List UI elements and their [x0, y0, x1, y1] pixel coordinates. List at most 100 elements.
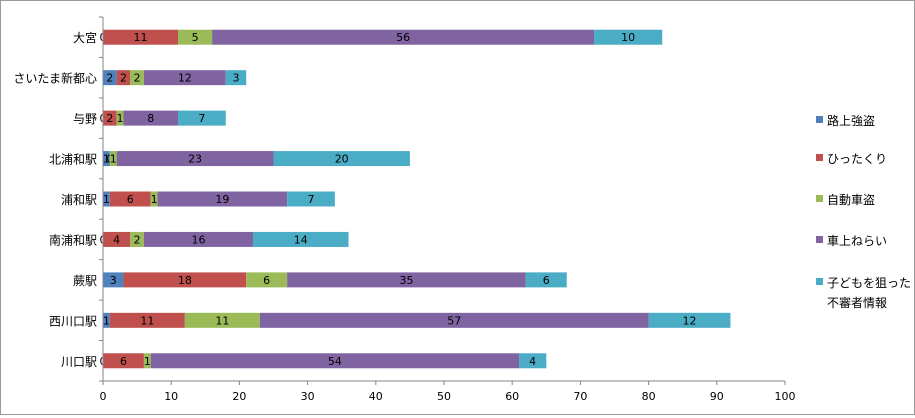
bar-segment [116, 151, 274, 167]
bar-segment [130, 231, 144, 247]
data-label: 1 [103, 314, 110, 327]
x-tick-label: 50 [437, 390, 451, 403]
bar-segment [648, 312, 731, 328]
data-label: 12 [683, 314, 697, 327]
data-label: 8 [147, 112, 154, 125]
bar-segment [287, 272, 526, 288]
data-label: 19 [215, 193, 229, 206]
x-tick-label: 40 [369, 390, 383, 403]
bar-segment [225, 70, 247, 86]
bar-segment [184, 312, 260, 328]
bar-segment [103, 110, 117, 126]
x-tick-label: 60 [505, 390, 519, 403]
bar-segment [103, 353, 144, 369]
data-label: 23 [188, 153, 202, 166]
bar-segment [103, 312, 110, 328]
data-label: 4 [529, 355, 536, 368]
data-label: 14 [294, 233, 308, 246]
bar-segment [253, 231, 349, 247]
legend-label: 車上ねらい [827, 234, 887, 248]
data-label: 18 [178, 274, 192, 287]
bar-segment [123, 272, 247, 288]
data-label: 54 [328, 355, 342, 368]
bar-segment [287, 191, 335, 207]
bar-segment [109, 151, 117, 167]
data-label: 3 [110, 274, 117, 287]
data-label: 16 [191, 233, 205, 246]
legend-label-line: 不審者情報 [827, 295, 887, 310]
data-label: 56 [396, 31, 410, 44]
data-label: 6 [120, 355, 127, 368]
data-label: 6 [263, 274, 270, 287]
bar-segment [525, 272, 567, 288]
data-label: 1 [103, 193, 110, 206]
data-label: 20 [335, 153, 349, 166]
category-label: さいたま新都心 [13, 71, 97, 86]
data-label: 2 [106, 112, 113, 125]
data-label: 1 [151, 193, 158, 206]
data-label: 1 [117, 112, 124, 125]
data-label: 11 [215, 314, 229, 327]
bar-segment [103, 70, 117, 86]
category-label: 蕨駅 [73, 274, 97, 288]
legend-swatch [816, 236, 823, 243]
bar-segment [246, 272, 288, 288]
data-label: 5 [192, 31, 199, 44]
bar-segment [178, 29, 213, 45]
bar-segment [103, 231, 131, 247]
data-label: 10 [621, 31, 635, 44]
x-tick-label: 70 [573, 390, 587, 403]
legend-label: 路上強盗 [827, 113, 875, 128]
data-label: 1 [103, 153, 110, 166]
bar-segment [594, 29, 663, 45]
data-label: 2 [134, 72, 141, 85]
data-label: 4 [113, 233, 120, 246]
category-label: 南浦和駅 [49, 232, 97, 247]
bar-segment [116, 70, 131, 86]
bar-segment [143, 231, 254, 247]
data-label: 1 [144, 355, 151, 368]
x-tick-label: 10 [164, 390, 178, 403]
bar-segment [109, 312, 185, 328]
data-label: 57 [447, 314, 461, 327]
bars-layer: 0115561022212302187101232016119704216143… [100, 29, 731, 369]
bar-segment [103, 151, 110, 167]
category-label: 西川口駅 [49, 314, 97, 328]
legend-swatch [816, 278, 823, 285]
data-label: 2 [120, 72, 127, 85]
bar-segment [519, 353, 547, 369]
x-tick-label: 20 [232, 390, 246, 403]
category-label: 川口駅 [61, 355, 97, 369]
bar-segment [103, 29, 179, 45]
data-label: 7 [198, 112, 205, 125]
data-label: 2 [134, 233, 141, 246]
legend-swatch [816, 195, 823, 202]
data-label: 6 [543, 274, 550, 287]
bar-segment [143, 353, 151, 369]
legend-swatch [816, 116, 823, 123]
data-label: 6 [127, 193, 134, 206]
data-label: 1 [110, 153, 117, 166]
bar-segment [143, 70, 226, 86]
legend-label-line: た [899, 276, 911, 290]
bar-segment [116, 110, 124, 126]
bar-segment [130, 70, 144, 86]
x-tick-label: 90 [710, 390, 724, 403]
x-tick-label: 0 [100, 390, 107, 403]
bar-segment [109, 191, 151, 207]
bar-segment [178, 110, 226, 126]
bar-segment [123, 110, 179, 126]
data-label: 35 [399, 274, 413, 287]
bar-segment [259, 312, 649, 328]
data-label: 3 [232, 72, 239, 85]
legend-label: 自動車盗 [827, 192, 875, 207]
data-label: 12 [178, 72, 192, 85]
legend-swatch [816, 154, 823, 161]
category-label: 浦和駅 [61, 193, 97, 207]
x-tick-label: 80 [642, 390, 656, 403]
data-label: 11 [134, 31, 148, 44]
